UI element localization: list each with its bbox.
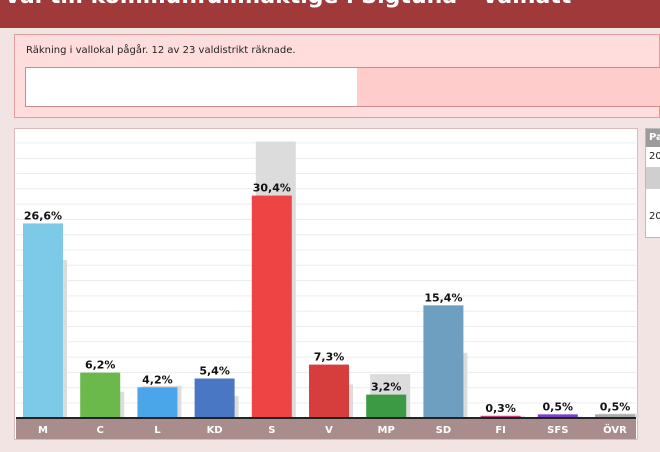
category-tick-label: M xyxy=(38,425,48,436)
result-bar xyxy=(309,364,349,418)
result-bar xyxy=(480,415,521,418)
title-bar: Val till kommunfullmäktige i Sigtuna - V… xyxy=(0,0,660,28)
bar-value-label: 15,4% xyxy=(424,291,462,304)
result-bar xyxy=(537,414,578,418)
bar-value-label: 5,4% xyxy=(199,364,230,377)
category-tick-label: V xyxy=(325,425,333,436)
bar-value-label: 4,2% xyxy=(142,373,173,386)
bar-value-label: 0,5% xyxy=(543,400,574,413)
bar-value-label: 30,4% xyxy=(253,182,291,195)
category-tick-label: KD xyxy=(207,425,223,436)
side-table-cell: 20 xyxy=(649,151,660,162)
side-table-header: Pa xyxy=(646,129,660,147)
chart-baseline xyxy=(16,417,636,419)
bar-value-label: 7,3% xyxy=(314,351,345,364)
side-table-divider xyxy=(646,167,660,189)
side-table-cell: 20 xyxy=(649,211,660,222)
counting-progress-bar xyxy=(25,67,660,107)
bar-value-label: 3,2% xyxy=(371,381,402,394)
result-bar xyxy=(194,378,235,418)
result-bar xyxy=(251,195,292,418)
status-panel: Räkning i vallokal pågår. 12 av 23 valdi… xyxy=(14,34,660,118)
bar-value-label: 0,5% xyxy=(600,400,631,413)
category-tick-label: S xyxy=(268,425,275,436)
category-tick-label: SFS xyxy=(547,425,568,436)
status-message: Räkning i vallokal pågår. 12 av 23 valdi… xyxy=(26,45,296,56)
result-bar xyxy=(80,372,121,418)
category-tick-label: MP xyxy=(378,425,395,436)
category-tick-label: FI xyxy=(495,425,506,436)
page-title: Val till kommunfullmäktige i Sigtuna - V… xyxy=(4,0,571,9)
result-bar xyxy=(366,394,407,418)
result-bar xyxy=(23,223,63,418)
bar-value-label: 6,2% xyxy=(85,359,116,372)
result-bar xyxy=(137,387,178,418)
category-axis xyxy=(16,419,636,439)
category-tick-label: C xyxy=(97,425,104,436)
category-tick-label: L xyxy=(154,425,161,436)
category-tick-label: SD xyxy=(436,425,452,436)
progress-fill xyxy=(26,68,357,106)
bar-value-label: 0,3% xyxy=(485,402,516,415)
result-bar xyxy=(595,414,635,418)
result-bar xyxy=(423,305,464,418)
bar-value-label: 26,6% xyxy=(24,209,62,222)
category-tick-label: ÖVR xyxy=(603,422,627,436)
side-table: Pa 20 20 xyxy=(645,128,660,238)
